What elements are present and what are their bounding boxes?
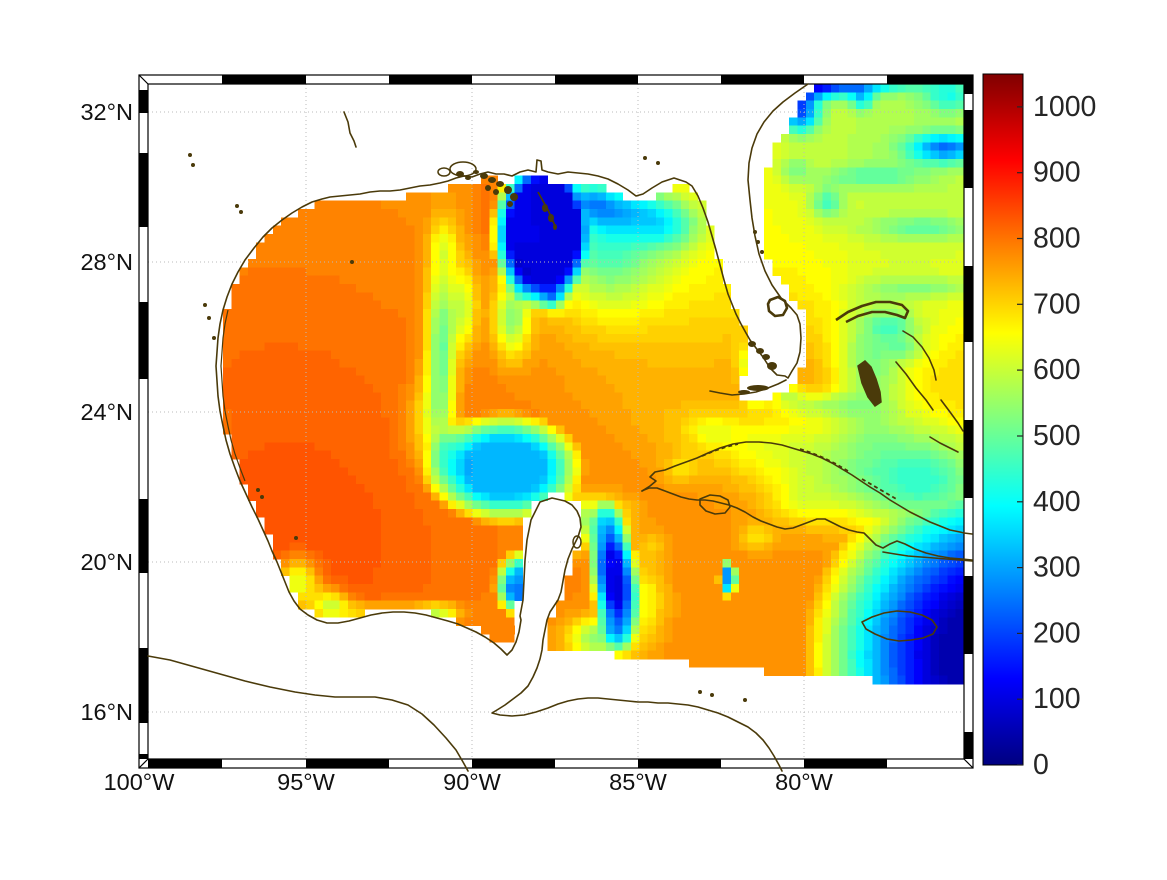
svg-text:600: 600 (1033, 354, 1081, 386)
svg-text:300: 300 (1033, 552, 1081, 584)
svg-text:700: 700 (1033, 288, 1081, 320)
svg-text:16°N: 16°N (80, 699, 133, 725)
svg-text:900: 900 (1033, 157, 1081, 189)
svg-text:24°N: 24°N (80, 399, 133, 425)
svg-text:32°N: 32°N (80, 99, 133, 125)
svg-text:500: 500 (1033, 420, 1081, 452)
svg-text:28°N: 28°N (80, 249, 133, 275)
svg-text:85°W: 85°W (609, 769, 668, 795)
svg-text:100: 100 (1033, 683, 1081, 715)
svg-text:1000: 1000 (1033, 91, 1096, 123)
svg-text:90°W: 90°W (443, 769, 502, 795)
svg-text:200: 200 (1033, 617, 1081, 649)
svg-text:20°N: 20°N (80, 549, 133, 575)
svg-text:0: 0 (1033, 749, 1049, 781)
svg-text:80°W: 80°W (775, 769, 834, 795)
svg-text:100°W: 100°W (104, 769, 176, 795)
svg-text:95°W: 95°W (277, 769, 336, 795)
svg-text:800: 800 (1033, 223, 1081, 255)
svg-text:400: 400 (1033, 486, 1081, 518)
